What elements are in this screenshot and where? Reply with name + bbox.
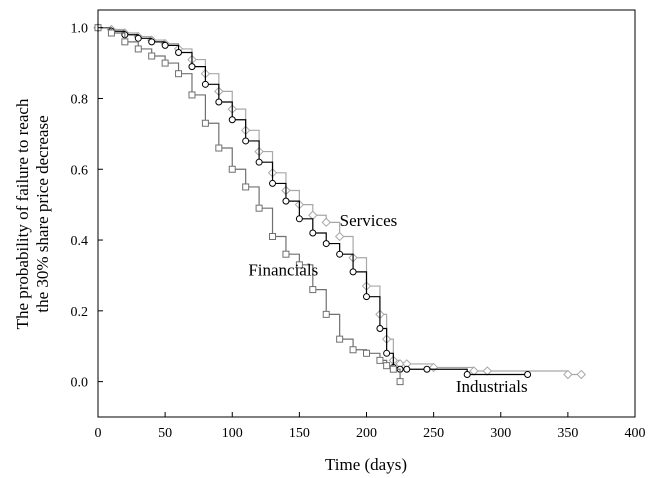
data-point-industrials (322, 240, 330, 248)
data-point-industrials (383, 349, 391, 357)
y-tick-label: 0.6 (71, 163, 89, 178)
data-point-industrials (309, 229, 317, 237)
data-point-industrials (463, 371, 471, 379)
annotation-industrials: Industrials (456, 377, 528, 396)
data-point-industrials (403, 365, 411, 373)
data-point-industrials (134, 34, 142, 42)
data-point-industrials (349, 268, 357, 276)
data-point-financials (282, 250, 290, 258)
data-point-financials (201, 119, 209, 127)
data-point-financials (121, 38, 129, 46)
x-tick-label: 100 (222, 426, 243, 441)
x-tick-label: 0 (95, 426, 102, 441)
data-point-financials (134, 45, 142, 53)
data-point-financials (396, 378, 404, 386)
data-point-financials (148, 52, 156, 60)
data-point-industrials (255, 158, 263, 166)
data-point-financials (215, 144, 223, 152)
data-point-financials (383, 362, 391, 370)
x-axis-label: Time (days) (325, 455, 407, 474)
data-point-industrials (423, 365, 431, 373)
y-tick-label: 0.4 (71, 234, 89, 249)
axes-layer: 0 50 100 150 200 250 300 350 400 0.0 0.2 0.4 0.6 0.8 1… (71, 22, 646, 441)
data-point-industrials (363, 293, 370, 301)
data-point-financials (309, 286, 317, 294)
data-point-industrials (282, 197, 290, 205)
data-point-industrials (242, 137, 250, 145)
data-point-financials (175, 70, 183, 78)
data-point-services (308, 210, 318, 220)
data-point-industrials (161, 41, 169, 49)
data-point-financials (336, 335, 344, 343)
data-point-financials (107, 29, 115, 37)
data-point-services (563, 369, 573, 380)
data-point-services (334, 231, 345, 242)
annotation-financials: Financials (248, 260, 318, 279)
y-tick-label: 1.0 (71, 22, 89, 37)
data-point-financials (363, 349, 370, 357)
y-tick-label: 0.0 (71, 376, 89, 391)
annotation-services: Services (340, 211, 398, 230)
data-point-industrials (215, 98, 223, 106)
x-tick-label: 250 (423, 426, 444, 441)
y-axis-label-line-1: The probability of failure to reach (13, 98, 32, 329)
data-point-financials (349, 346, 357, 354)
data-point-industrials (269, 179, 277, 187)
data-point-financials (255, 204, 263, 212)
data-point-services (482, 366, 493, 376)
x-tick-label: 150 (289, 426, 310, 441)
data-point-financials (228, 165, 236, 173)
x-tick-label: 50 (158, 426, 172, 441)
annotation-layer: Services Financials Industrials (248, 211, 527, 396)
data-point-services (428, 362, 439, 373)
data-point-industrials (295, 215, 303, 223)
x-tick-label: 400 (625, 426, 646, 441)
y-tick-label: 0.8 (71, 92, 89, 107)
data-point-industrials (175, 48, 183, 56)
data-point-financials (376, 356, 384, 364)
y-axis-label-line-2: the 30% share price decrease (33, 115, 52, 312)
series-layer (93, 22, 587, 386)
data-point-industrials (524, 371, 532, 379)
data-point-financials (242, 183, 250, 191)
data-point-financials (188, 91, 196, 99)
data-point-industrials (228, 116, 236, 124)
data-point-services (469, 366, 479, 376)
y-tick-label: 0.2 (71, 305, 89, 320)
data-point-industrials (201, 80, 209, 88)
data-point-industrials (376, 325, 384, 333)
x-tick-label: 350 (557, 426, 578, 441)
series-line-financials (98, 27, 401, 382)
data-point-industrials (188, 63, 196, 71)
x-tick-label: 300 (490, 426, 511, 441)
data-point-financials (295, 261, 303, 269)
data-point-services (321, 217, 331, 228)
data-point-services (576, 369, 587, 380)
data-point-financials (389, 365, 397, 373)
data-point-industrials (148, 38, 156, 46)
data-point-financials (322, 310, 330, 318)
series-industrials (94, 24, 532, 379)
series-line-industrials (98, 27, 528, 376)
data-point-financials (161, 59, 169, 67)
y-axis-label: The probability of failure to reach the … (13, 98, 52, 329)
data-point-financials (269, 233, 277, 241)
x-tick-label: 200 (356, 426, 377, 441)
data-point-industrials (336, 250, 344, 258)
series-financials (94, 24, 404, 386)
